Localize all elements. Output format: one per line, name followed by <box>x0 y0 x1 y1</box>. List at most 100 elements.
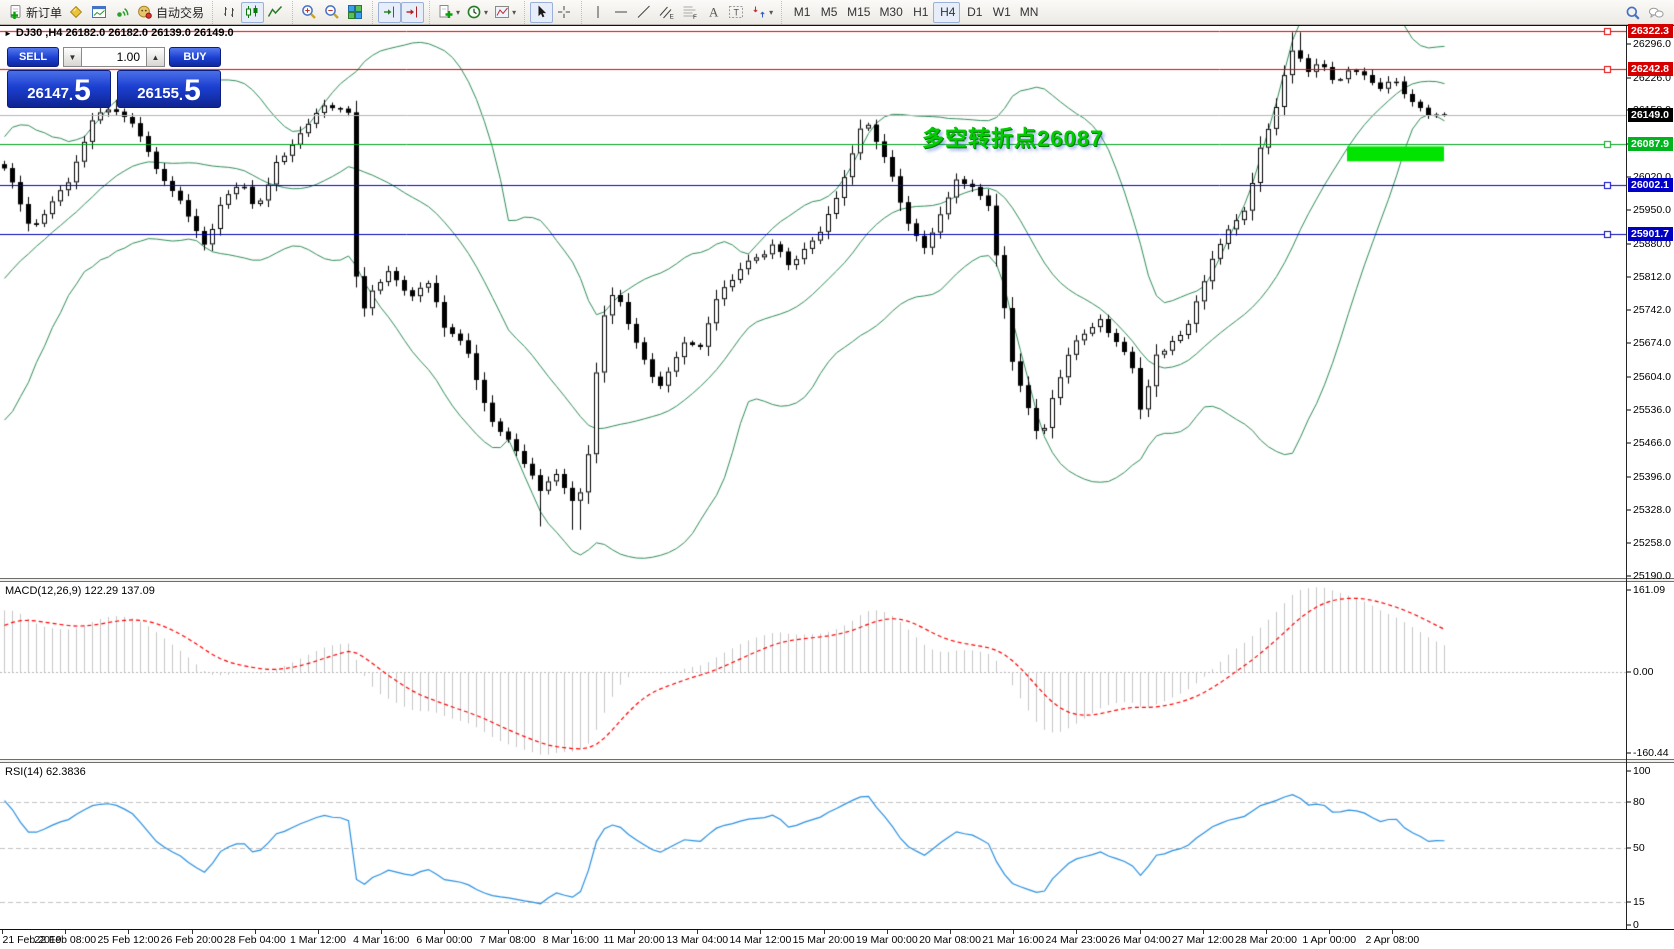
chart-shift-button[interactable] <box>401 1 425 23</box>
dropdown-caret-icon[interactable]: ▾ <box>769 7 774 17</box>
time-tick-label: 21 Mar 16:00 <box>982 934 1045 946</box>
auto-scroll-button[interactable] <box>378 1 402 23</box>
dropdown-caret-icon[interactable]: ▾ <box>484 7 489 17</box>
price-chart-canvas[interactable] <box>0 26 1626 578</box>
arrows-button[interactable]: ▾ <box>748 2 776 23</box>
time-tick-mark <box>381 930 383 934</box>
periods-button[interactable]: ▾ <box>463 2 491 23</box>
toolbar-group <box>524 0 576 24</box>
pane-separator[interactable] <box>0 578 1674 582</box>
tf-h4-label: H4 <box>940 5 956 19</box>
new-order-icon <box>10 5 21 19</box>
chat-icon <box>1648 7 1664 18</box>
candlestick-chart-button[interactable] <box>241 1 265 23</box>
time-tick-label: 4 Mar 16:00 <box>353 934 410 946</box>
text-label-button[interactable]: T <box>725 2 748 23</box>
autotrading-button[interactable]: 自动交易 <box>134 2 207 23</box>
arrows-icon <box>753 6 765 18</box>
tile-windows-button[interactable] <box>344 2 367 23</box>
dropdown-caret-icon[interactable]: ▾ <box>456 7 461 17</box>
svg-text:T: T <box>734 8 740 18</box>
time-axis[interactable]: 21 Feb 2019 22 Feb 08:00 25 Feb 12:00 26 Fe… <box>0 929 1674 949</box>
time-tick-mark <box>570 930 572 934</box>
buy-price-panel[interactable]: 26155 . 5 <box>117 70 221 108</box>
time-tick-label: 21 Feb 2019 <box>2 934 62 946</box>
toolbar-group <box>212 0 287 24</box>
horizontal-line-button[interactable] <box>610 2 633 23</box>
bid-price-dot: . <box>68 87 74 104</box>
time-tick-mark <box>634 930 635 934</box>
rsi-pane-canvas[interactable] <box>0 763 1626 928</box>
time-tick-mark <box>65 930 67 934</box>
ask-price-main: 26155 <box>137 85 179 102</box>
price-tick-mark <box>1627 209 1631 211</box>
bid-price-main: 26147 <box>27 85 69 102</box>
labelT-icon: T <box>729 6 744 18</box>
indicators-button[interactable]: ▾ <box>435 2 463 23</box>
tf-m1-label: M1 <box>793 5 811 19</box>
tile-icon <box>348 5 363 19</box>
tf-h1-button[interactable]: H1 <box>906 2 933 23</box>
tf-w1-button[interactable]: W1 <box>987 2 1014 23</box>
text-button[interactable]: A <box>702 2 725 23</box>
zoom-in-button[interactable] <box>298 2 321 23</box>
new-order-button[interactable]: 新订单 <box>4 2 65 23</box>
price-axis-line <box>1626 26 1627 929</box>
data-window-button[interactable] <box>88 2 111 23</box>
rsi-tick-mark <box>1627 924 1631 926</box>
price-tick-label: 25328.0 <box>1633 503 1671 516</box>
time-tick-label: 24 Mar 23:00 <box>1045 934 1108 946</box>
volume-decrease-button[interactable]: ▼ <box>63 47 82 67</box>
crosshair-button[interactable] <box>553 2 576 23</box>
fibonacci-button[interactable]: F <box>679 2 702 23</box>
zoom-out-button[interactable] <box>321 2 344 23</box>
market-watch-button[interactable] <box>65 2 88 23</box>
time-tick-label: 25 Feb 12:00 <box>97 934 160 946</box>
bar-chart-button[interactable] <box>218 2 241 23</box>
price-tick-mark <box>1627 342 1631 344</box>
sell-button[interactable]: SELL <box>7 47 59 67</box>
dropdown-caret-icon[interactable]: ▾ <box>512 7 517 17</box>
time-tick-mark <box>191 930 193 934</box>
tf-m15-button[interactable]: M15 <box>841 2 873 23</box>
search-button[interactable] <box>1622 2 1645 23</box>
tf-m30-button[interactable]: M30 <box>873 2 905 23</box>
tf-d1-button[interactable]: D1 <box>960 2 987 23</box>
rsi-tick-mark <box>1627 801 1631 803</box>
tf-m5-button[interactable]: M5 <box>814 2 841 23</box>
time-tick-label: 22 Feb 08:00 <box>34 934 97 946</box>
vertical-line-button[interactable] <box>587 2 610 23</box>
equidistant-channel-button[interactable]: E <box>656 2 679 23</box>
templates-button[interactable]: ▾ <box>491 2 519 23</box>
time-tick-mark <box>507 930 509 934</box>
time-tick-label: 2 Apr 08:00 <box>1365 934 1420 946</box>
time-tick-mark <box>950 930 951 934</box>
chat-button[interactable] <box>1645 2 1668 23</box>
trendline-button[interactable] <box>633 2 656 23</box>
time-tick-label: 28 Mar 20:00 <box>1235 934 1297 946</box>
volume-input[interactable] <box>82 47 146 67</box>
tf-m5-label: M5 <box>820 5 838 19</box>
pane-separator[interactable] <box>0 759 1674 763</box>
macd-pane-canvas[interactable] <box>0 582 1626 759</box>
price-tick-mark <box>1627 243 1631 245</box>
buy-button[interactable]: BUY <box>169 47 221 67</box>
tf-w1-label: W1 <box>992 5 1011 19</box>
tf-h4-button[interactable]: H4 <box>932 1 960 23</box>
cursor-button[interactable] <box>530 1 554 23</box>
tf-m1-button[interactable]: M1 <box>787 2 814 23</box>
tf-mn-button[interactable]: MN <box>1014 2 1042 23</box>
volume-increase-button[interactable]: ▲ <box>146 47 165 67</box>
autotrading-label: 自动交易 <box>156 5 205 20</box>
sell-price-panel[interactable]: 26147 . 5 <box>7 70 111 108</box>
candles-icon <box>246 5 258 18</box>
time-tick-label: 6 Mar 00:00 <box>416 934 473 946</box>
macd-tick-label: -160.44 <box>1633 747 1669 759</box>
macd-tick-mark <box>1627 752 1631 754</box>
price-tick-label: 25674.0 <box>1633 337 1671 350</box>
symbol-marker-icon[interactable]: ► <box>4 28 12 38</box>
line-chart-button[interactable] <box>264 2 287 23</box>
toolbar-group: M1 M5 M15 M30 H1 H4 D1 W1 MN <box>781 0 1042 24</box>
signals-button[interactable] <box>111 2 134 23</box>
